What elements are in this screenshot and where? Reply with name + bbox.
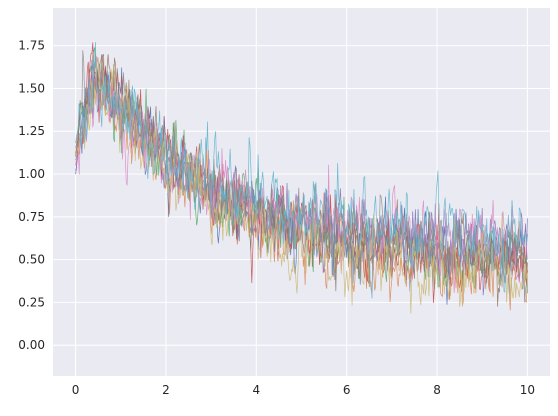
x-axis-ticks: 0 2 4 6 8 10 xyxy=(72,383,535,397)
x-tick-label: 0 xyxy=(72,383,80,397)
y-tick-label: 0.25 xyxy=(18,295,45,309)
series-line xyxy=(75,42,528,299)
x-tick-label: 8 xyxy=(433,383,441,397)
series-lines xyxy=(75,42,528,314)
y-tick-label: 0.00 xyxy=(18,338,45,352)
x-tick-label: 4 xyxy=(252,383,260,397)
x-tick-label: 2 xyxy=(162,383,170,397)
y-tick-label: 1.00 xyxy=(18,167,45,181)
x-tick-label: 10 xyxy=(520,383,535,397)
y-tick-label: 1.50 xyxy=(18,81,45,95)
plot-area xyxy=(53,8,550,376)
x-tick-label: 6 xyxy=(343,383,351,397)
y-tick-label: 0.50 xyxy=(18,253,45,267)
series-line xyxy=(75,53,528,307)
y-tick-label: 1.75 xyxy=(18,39,45,53)
y-tick-label: 0.75 xyxy=(18,210,45,224)
y-tick-label: 1.25 xyxy=(18,124,45,138)
y-axis-ticks: 0.00 0.25 0.50 0.75 1.00 1.25 1.50 1.75 xyxy=(18,39,45,353)
